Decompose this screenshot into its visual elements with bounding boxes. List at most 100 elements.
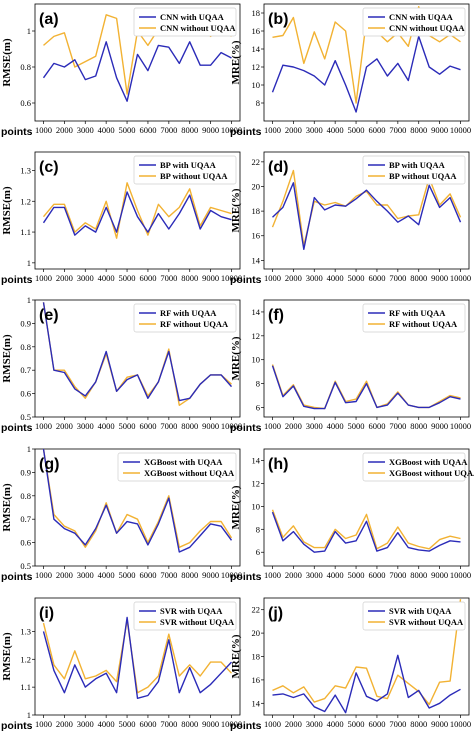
x-tick-label: 3000: [306, 125, 323, 135]
x-tick-label: 8000: [181, 719, 198, 729]
x-tick-label: 6000: [368, 273, 385, 283]
series-line-without: [271, 509, 461, 550]
x-tick-label: 7000: [160, 570, 177, 580]
x-tick-label: 9000: [202, 273, 219, 283]
series-line-with: [272, 654, 461, 714]
x-tick-label: 4000: [327, 125, 344, 135]
x-tick-label: 6000: [139, 421, 156, 431]
x-tick-label: 3000: [77, 273, 94, 283]
y-tick-label: 1: [27, 710, 31, 720]
x-tick-label: 6000: [368, 719, 385, 729]
x-tick-label: 8000: [181, 570, 198, 580]
x-tick-label: 1000: [264, 719, 281, 729]
x-tick-label: 5000: [348, 719, 365, 729]
y-tick-label: 6: [256, 547, 260, 557]
legend-entry: BP without UQAA: [160, 171, 228, 181]
x-tick-label: 10000: [450, 570, 471, 580]
legend-entry: CNN with UQAA: [389, 12, 454, 22]
panel-label: (f): [268, 307, 284, 324]
x-tick-label: 2000: [56, 421, 73, 431]
x-tick-label: 2000: [56, 273, 73, 283]
y-tick-label: 12: [252, 478, 261, 488]
x-tick-label: 8000: [181, 125, 198, 135]
x-tick-label: 10000: [450, 421, 471, 431]
y-tick-label: 10: [252, 80, 261, 90]
x-tick-label: 1000: [264, 421, 281, 431]
y-tick-label: 1: [27, 26, 31, 36]
x-tick-label: 1000: [35, 421, 52, 431]
x-tick-label: 5000: [119, 719, 136, 729]
y-axis-label: MRE(%): [230, 40, 242, 84]
legend-box: [362, 7, 466, 37]
x-tick-label: 8000: [181, 273, 198, 283]
x-tick-label: 9000: [431, 421, 448, 431]
y-tick-label: 8: [256, 524, 260, 534]
panel-label: (c): [39, 159, 59, 176]
x-tick-label: 9000: [202, 570, 219, 580]
x-axis-label: points: [230, 571, 262, 583]
x-axis-label: points: [1, 274, 33, 286]
y-tick-label: 16: [252, 231, 261, 241]
x-tick-label: 7000: [389, 125, 406, 135]
legend-entry: CNN without UQAA: [160, 23, 236, 33]
x-tick-label: 7000: [389, 719, 406, 729]
y-tick-label: 0.9: [20, 467, 31, 477]
y-tick-label: 18: [252, 206, 261, 216]
chart-panel-f: 6 8 10 12 14 1000 2000 3000 4000 5000 6000 7000 8000…: [230, 299, 471, 434]
y-tick-label: 0.7: [20, 514, 31, 524]
y-tick-label: 1: [27, 444, 31, 454]
series-line-with: [271, 511, 461, 553]
legend-entry: SVR without UQAA: [160, 617, 235, 627]
x-tick-label: 1000: [35, 570, 52, 580]
y-axis-label: RMSE(m): [1, 334, 13, 383]
x-tick-label: 6000: [368, 421, 385, 431]
x-tick-label: 6000: [368, 570, 385, 580]
series-line-with: [42, 449, 233, 553]
panel-label: (b): [268, 11, 288, 28]
legend-entry: SVR with UQAA: [160, 606, 223, 616]
y-axis-label: MRE(%): [230, 188, 242, 232]
y-tick-label: 0.7: [20, 365, 31, 375]
x-tick-label: 2000: [285, 421, 302, 431]
series-line-without: [272, 599, 462, 706]
x-axis-label: points: [230, 720, 262, 732]
x-tick-label: 2000: [285, 719, 302, 729]
y-axis-label: RMSE(m): [1, 632, 13, 681]
x-tick-label: 5000: [119, 125, 136, 135]
series-line-without: [42, 619, 233, 694]
x-tick-label: 2000: [56, 570, 73, 580]
x-tick-label: 3000: [77, 421, 94, 431]
chart-panel-c: 1 1.1 1.2 1.3 1000 2000 3000 4000 5000 6000 7000 80…: [1, 151, 242, 286]
y-axis-label: RMSE(m): [1, 38, 13, 87]
x-tick-label: 9000: [431, 570, 448, 580]
y-axis-label: MRE(%): [230, 336, 242, 380]
legend-box: [362, 303, 466, 333]
y-tick-label: 0.8: [20, 62, 31, 72]
y-tick-label: 10: [252, 355, 261, 365]
y-tick-label: 0.6: [20, 389, 31, 399]
x-tick-label: 4000: [98, 570, 115, 580]
y-axis-label: MRE(%): [230, 634, 242, 678]
y-tick-label: 22: [252, 157, 261, 167]
x-tick-label: 4000: [327, 421, 344, 431]
panel-label: (j): [268, 605, 283, 622]
y-tick-label: 1.3: [20, 165, 31, 175]
x-tick-label: 7000: [160, 719, 177, 729]
chart-panel-d: 14 16 18 20 22 1000 2000 3000 4000 5000 6000 7000 80…: [230, 151, 471, 286]
x-tick-label: 7000: [160, 421, 177, 431]
x-axis-label: points: [1, 720, 33, 732]
chart-panel-a: 0.6 0.8 1 1000 2000 3000 4000 5000 6000 7000 8000 9…: [1, 3, 242, 138]
x-tick-label: 6000: [139, 719, 156, 729]
x-tick-label: 1000: [264, 570, 281, 580]
legend-box: [362, 601, 466, 631]
legend-entry: RF with UQAA: [160, 308, 217, 318]
y-tick-label: 18: [252, 8, 261, 18]
x-tick-label: 7000: [160, 273, 177, 283]
